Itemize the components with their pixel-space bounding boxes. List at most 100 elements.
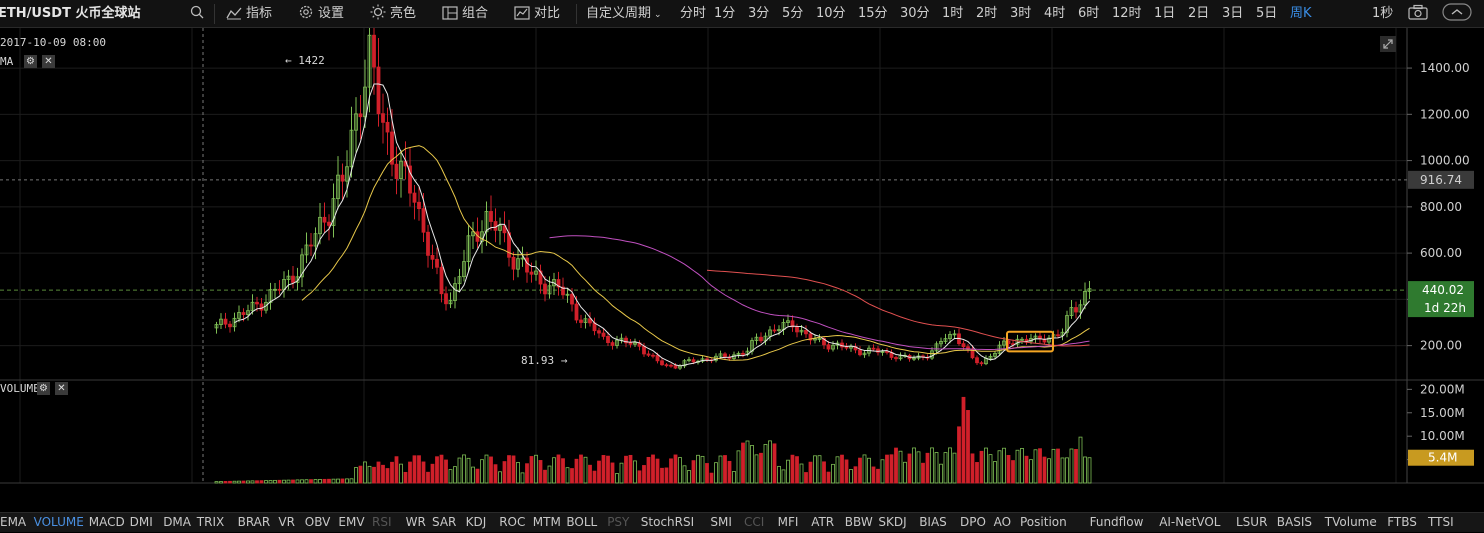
period-tab[interactable]: 4时 [1044, 6, 1066, 21]
volume-bar [565, 467, 570, 484]
symbol-title[interactable]: ETH/USDT 火币全球站 [0, 6, 141, 21]
volume-close-icon[interactable]: ✕ [55, 382, 68, 395]
volume-bar [282, 479, 286, 484]
indicator-tab[interactable]: BOLL [566, 515, 598, 529]
indicator-tab[interactable]: CCI [744, 515, 765, 529]
volume-bar [804, 472, 808, 484]
indicator-tab[interactable]: VOLUME [33, 515, 84, 529]
indicator-tab[interactable]: SMI [710, 515, 732, 529]
period-tab[interactable]: 分时 [680, 6, 707, 21]
moving-average-lines [234, 83, 1090, 367]
volume-bar [583, 456, 588, 484]
volume-bar [799, 463, 804, 484]
indicator-tab[interactable]: BRAR [237, 515, 271, 529]
indicator-tab[interactable]: TRIX [196, 515, 225, 529]
candle-body [408, 165, 412, 194]
indicator-tab[interactable]: LSUR [1236, 515, 1268, 529]
indicators-button[interactable]: 指标 [226, 0, 272, 28]
indicator-tab[interactable]: DMI [129, 515, 153, 529]
indicator-tab[interactable]: MACD [88, 515, 125, 529]
refresh-interval[interactable]: 1秒 [1372, 6, 1394, 21]
indicator-tab[interactable]: PSY [607, 515, 630, 529]
period-tab[interactable]: 3时 [1010, 6, 1032, 21]
period-tab[interactable]: 5日 [1256, 6, 1278, 21]
indicator-tab[interactable]: BASIS [1276, 515, 1313, 529]
period-tab[interactable]: 2时 [976, 6, 998, 21]
indicator-tab[interactable]: SAR [432, 515, 457, 529]
camera-icon[interactable] [1408, 0, 1428, 28]
candle-body [291, 275, 295, 283]
combo-button[interactable]: 组合 [442, 0, 488, 28]
settings-button[interactable]: 设置 [298, 0, 344, 28]
ma110-line [706, 269, 1090, 347]
indicators-label: 指标 [246, 6, 273, 21]
sun-icon [370, 4, 386, 20]
period-tab[interactable]: 2日 [1188, 6, 1210, 21]
custom-period-dropdown[interactable]: 自定义周期 ⌄ [586, 0, 662, 28]
indicator-tab[interactable]: AI-NetVOL [1159, 515, 1221, 529]
indicator-tab[interactable]: BBW [844, 515, 873, 529]
indicator-tab[interactable]: ATR [811, 515, 835, 529]
fullscreen-icon[interactable] [1442, 0, 1472, 28]
indicator-tab[interactable]: Fundflow [1089, 515, 1144, 529]
candle-body [309, 244, 313, 247]
period-tab[interactable]: 30分 [900, 6, 930, 21]
indicator-tab[interactable]: EMA [0, 515, 27, 529]
period-tab[interactable]: 10分 [816, 6, 846, 21]
candle-body [804, 329, 808, 335]
indicator-tab[interactable]: FTBS [1387, 515, 1417, 529]
indicator-tab[interactable]: MTM [532, 515, 561, 529]
indicator-tab[interactable]: DMA [163, 515, 191, 529]
indicator-tab[interactable]: KDJ [465, 515, 487, 529]
period-tab[interactable]: 3日 [1222, 6, 1244, 21]
price-chart[interactable]: 1400.001200.001000.00800.00600.00400.002… [0, 28, 1484, 512]
search-icon[interactable] [190, 0, 204, 28]
volume-bar [349, 478, 354, 484]
indicator-tab[interactable]: ROC [499, 515, 526, 529]
theme-button[interactable]: 亮色 [370, 0, 416, 28]
candle-body [502, 225, 507, 234]
indicator-tab[interactable]: RSI [372, 515, 392, 529]
indicator-tab[interactable]: MFI [777, 515, 799, 529]
period-tab[interactable]: 12时 [1112, 6, 1142, 21]
volume-bar [358, 465, 363, 484]
period-tab[interactable]: 15分 [858, 6, 888, 21]
candle-body [718, 353, 723, 357]
indicator-tab[interactable]: EMV [338, 515, 365, 529]
volume-settings-icon[interactable]: ⚙ [37, 382, 50, 395]
indicator-tab[interactable]: TTSI [1428, 515, 1454, 529]
expand-icon[interactable] [1380, 36, 1396, 52]
compare-button[interactable]: 对比 [514, 0, 560, 28]
volume-bar [669, 458, 673, 484]
candle-body [214, 324, 219, 329]
candle-body [363, 86, 367, 118]
candle-body [277, 288, 282, 291]
period-tab[interactable]: 周K [1290, 6, 1312, 21]
candle-body [511, 256, 516, 270]
indicator-tab[interactable]: VR [278, 515, 295, 529]
ma-settings-icon[interactable]: ⚙ [24, 55, 37, 68]
indicator-tab[interactable]: BIAS [919, 515, 947, 529]
ma-close-icon[interactable]: ✕ [42, 55, 55, 68]
period-tab[interactable]: 1日 [1154, 6, 1176, 21]
indicator-tab[interactable]: DPO [960, 515, 986, 529]
candle-body [939, 341, 943, 345]
volume-bar [930, 447, 934, 484]
indicator-tab[interactable]: SKDJ [878, 515, 907, 529]
period-tab[interactable]: 6时 [1078, 6, 1100, 21]
indicator-tab[interactable]: StochRSI [640, 515, 695, 529]
indicator-tab[interactable]: Position [1020, 515, 1067, 529]
period-tab[interactable]: 5分 [782, 6, 804, 21]
volume-bar [898, 450, 903, 484]
volume-bar [844, 459, 849, 484]
period-tab[interactable]: 1分 [714, 6, 736, 21]
high-annotation: ← 1422 [285, 54, 325, 67]
indicator-tab[interactable]: TVolume [1324, 515, 1377, 529]
candle-body [844, 346, 849, 349]
period-tab[interactable]: 3分 [748, 6, 770, 21]
indicator-tab[interactable]: OBV [304, 515, 331, 529]
candle-body [228, 323, 232, 328]
period-tab[interactable]: 1时 [942, 6, 964, 21]
indicator-tab[interactable]: WR [405, 515, 426, 529]
indicator-tab[interactable]: AO [993, 515, 1012, 529]
